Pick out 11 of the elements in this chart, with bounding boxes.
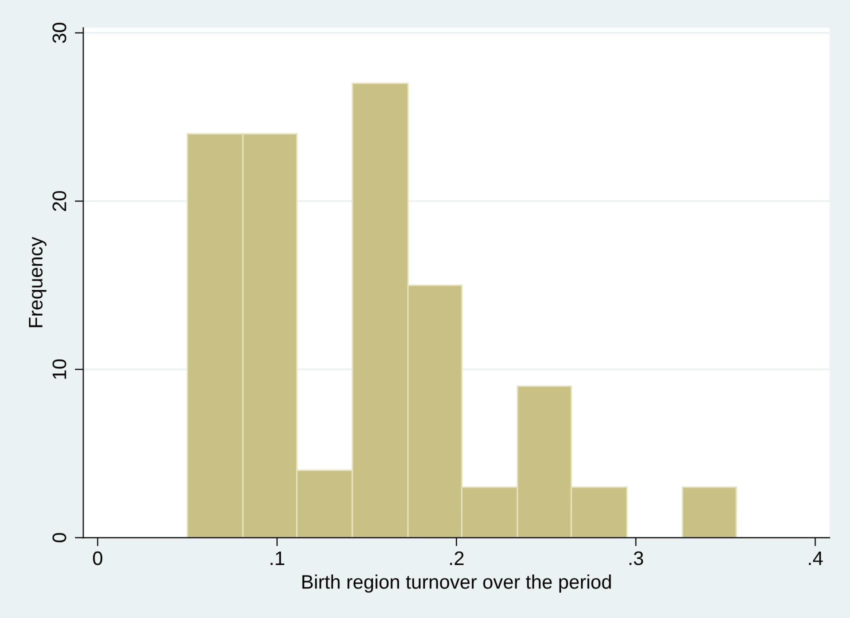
y-tick-label: 10 bbox=[52, 359, 66, 379]
x-tick-label: .3 bbox=[630, 551, 644, 566]
x-tick-label: .2 bbox=[450, 551, 464, 565]
y-tick-label: 0 bbox=[52, 533, 66, 542]
y-tick-label: 20 bbox=[52, 191, 66, 211]
y-axis-title: Frequency bbox=[29, 236, 46, 328]
x-tick-label: .4 bbox=[808, 552, 823, 565]
y-tick-label: 30 bbox=[52, 22, 66, 43]
x-axis-title: Birth region turnover over the period bbox=[302, 574, 611, 593]
x-tick-label: .1 bbox=[270, 552, 284, 565]
x-tick-label: 0 bbox=[93, 551, 102, 566]
